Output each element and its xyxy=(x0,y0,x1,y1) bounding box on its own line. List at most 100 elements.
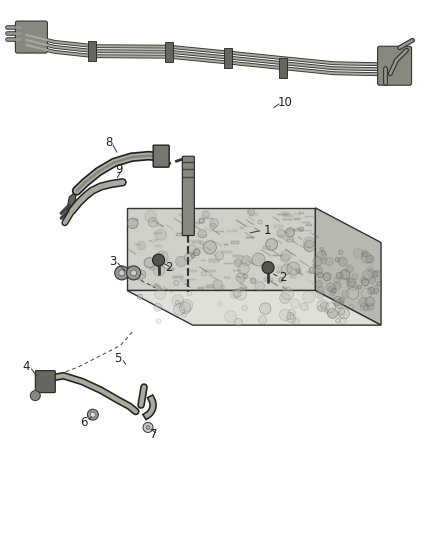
Circle shape xyxy=(368,269,375,277)
Bar xyxy=(233,255,243,256)
Circle shape xyxy=(199,218,204,223)
Bar xyxy=(208,259,219,262)
Circle shape xyxy=(359,298,367,306)
Circle shape xyxy=(335,299,344,309)
Bar xyxy=(198,247,203,249)
FancyBboxPatch shape xyxy=(153,145,169,167)
Circle shape xyxy=(334,282,341,289)
Circle shape xyxy=(126,266,135,276)
Bar xyxy=(157,224,163,226)
Circle shape xyxy=(377,281,381,286)
Text: 6: 6 xyxy=(80,416,88,429)
Circle shape xyxy=(367,266,373,272)
Circle shape xyxy=(306,239,314,247)
Bar xyxy=(181,233,191,236)
Bar xyxy=(132,219,138,221)
Circle shape xyxy=(325,257,333,266)
Circle shape xyxy=(300,303,308,311)
FancyBboxPatch shape xyxy=(378,46,412,85)
Circle shape xyxy=(210,223,216,229)
Circle shape xyxy=(363,270,373,280)
Text: 4: 4 xyxy=(22,360,30,373)
Bar xyxy=(206,270,215,272)
Circle shape xyxy=(346,278,350,282)
Circle shape xyxy=(303,292,314,303)
Bar xyxy=(176,233,187,236)
Circle shape xyxy=(258,316,267,324)
Circle shape xyxy=(144,257,155,268)
Bar xyxy=(222,251,232,253)
Text: 3: 3 xyxy=(110,255,117,268)
Bar xyxy=(294,219,300,220)
Bar xyxy=(279,58,286,78)
Circle shape xyxy=(291,299,300,308)
Polygon shape xyxy=(127,208,315,290)
Polygon shape xyxy=(315,208,381,325)
Bar xyxy=(150,267,159,270)
Bar xyxy=(283,219,292,220)
Circle shape xyxy=(325,302,336,312)
Circle shape xyxy=(138,294,143,300)
Circle shape xyxy=(156,319,161,324)
Circle shape xyxy=(299,227,304,231)
Circle shape xyxy=(184,254,192,262)
Bar xyxy=(154,232,162,233)
Bar xyxy=(307,271,312,273)
Circle shape xyxy=(362,251,368,257)
Bar xyxy=(224,263,233,264)
Text: 5: 5 xyxy=(114,352,121,365)
Circle shape xyxy=(233,289,241,297)
Circle shape xyxy=(235,318,242,326)
Circle shape xyxy=(333,296,342,305)
Circle shape xyxy=(342,290,350,298)
Circle shape xyxy=(200,241,204,245)
Circle shape xyxy=(234,260,242,267)
Circle shape xyxy=(152,254,165,266)
Circle shape xyxy=(181,300,193,311)
Circle shape xyxy=(143,423,153,432)
Circle shape xyxy=(323,273,331,281)
Circle shape xyxy=(202,211,209,218)
Circle shape xyxy=(230,290,239,298)
Circle shape xyxy=(236,273,245,282)
Circle shape xyxy=(365,297,374,306)
Text: 2: 2 xyxy=(165,261,173,274)
Circle shape xyxy=(155,230,166,240)
Circle shape xyxy=(193,249,200,256)
Circle shape xyxy=(215,252,223,260)
Circle shape xyxy=(374,270,380,277)
Circle shape xyxy=(241,256,251,265)
Circle shape xyxy=(360,303,368,311)
Bar xyxy=(286,237,294,239)
Bar xyxy=(287,239,293,242)
Circle shape xyxy=(213,280,223,289)
Circle shape xyxy=(154,303,162,311)
Circle shape xyxy=(191,254,195,258)
Circle shape xyxy=(334,276,340,283)
Circle shape xyxy=(137,241,145,250)
Text: 7: 7 xyxy=(150,428,158,441)
Polygon shape xyxy=(127,290,381,325)
Bar xyxy=(287,230,293,231)
Circle shape xyxy=(373,271,381,279)
Circle shape xyxy=(314,266,322,275)
Circle shape xyxy=(339,297,344,303)
Circle shape xyxy=(282,264,292,274)
Circle shape xyxy=(362,253,372,263)
Circle shape xyxy=(248,209,254,215)
Text: 9: 9 xyxy=(115,163,123,176)
Circle shape xyxy=(203,241,216,254)
Bar xyxy=(131,225,137,227)
Bar xyxy=(167,268,174,270)
Circle shape xyxy=(329,290,335,296)
Circle shape xyxy=(315,289,324,298)
Circle shape xyxy=(347,288,359,300)
Bar xyxy=(223,244,228,245)
Bar xyxy=(165,42,173,62)
Bar xyxy=(283,212,289,214)
Circle shape xyxy=(372,271,378,277)
Circle shape xyxy=(252,253,265,266)
Bar xyxy=(302,222,310,223)
Bar xyxy=(198,287,204,289)
Circle shape xyxy=(279,277,284,282)
